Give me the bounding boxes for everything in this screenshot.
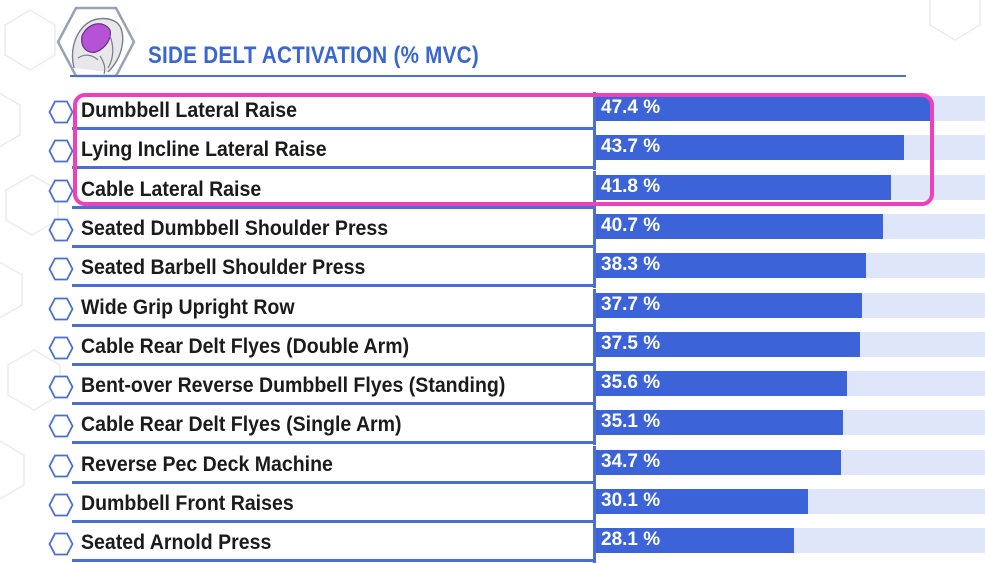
chart-row: Lying Incline Lateral Raise 43.7 % xyxy=(0,131,985,171)
category-label: Lying Incline Lateral Raise xyxy=(81,138,327,162)
shoulder-muscle-logo-icon xyxy=(56,6,136,78)
axis-divider xyxy=(593,288,596,328)
axis-divider xyxy=(593,92,596,131)
category-label: Bent-over Reverse Dumbbell Flyes (Standi… xyxy=(81,374,506,398)
hexagon-outline-icon xyxy=(48,100,74,124)
category-label: Cable Rear Delt Flyes (Single Arm) xyxy=(81,413,402,437)
hexagon-outline-icon xyxy=(48,375,74,399)
category-label: Dumbbell Front Raises xyxy=(81,492,294,515)
chart-row: Reverse Pec Deck Machine 34.7 % xyxy=(0,445,985,485)
title-underline xyxy=(70,75,906,77)
chart-row: Dumbbell Lateral Raise 47.4 % xyxy=(0,92,985,131)
hexagon-outline-icon xyxy=(48,297,74,320)
bar xyxy=(596,489,809,514)
data-label: 37.5 % xyxy=(601,332,661,354)
data-label: 47.4 % xyxy=(601,97,661,118)
chart-row: Cable Rear Delt Flyes (Double Arm) 37.5 % xyxy=(0,327,985,367)
row-underline xyxy=(72,520,594,523)
category-label: Cable Rear Delt Flyes (Double Arm) xyxy=(81,334,410,358)
data-label: 43.7 % xyxy=(601,136,661,158)
data-label: 35.6 % xyxy=(601,372,661,394)
top-three-highlight-box xyxy=(73,93,934,206)
category-label: Seated Barbell Shoulder Press xyxy=(81,256,366,280)
bar xyxy=(596,253,866,279)
data-label: 38.3 % xyxy=(601,254,661,276)
chart-row: Seated Arnold Press 28.1 % xyxy=(0,524,985,563)
row-underline xyxy=(72,323,594,327)
row-underline xyxy=(72,205,594,209)
bar xyxy=(596,96,930,121)
hexagon-outline-icon xyxy=(48,493,74,517)
row-underline xyxy=(72,559,594,563)
chart-row: Seated Dumbbell Shoulder Press 40.7 % xyxy=(0,209,985,249)
row-underline xyxy=(72,166,594,170)
axis-divider xyxy=(593,524,596,563)
hexagon-outline-icon xyxy=(48,454,74,478)
axis-divider xyxy=(593,367,596,407)
data-label: 28.1 % xyxy=(601,529,661,551)
bar xyxy=(596,331,861,357)
hexagon-outline-icon xyxy=(48,414,74,438)
category-label: Reverse Pec Deck Machine xyxy=(81,452,333,476)
chart-row: Dumbbell Front Raises 30.1 % xyxy=(0,485,985,524)
hexagon-outline-icon xyxy=(48,139,74,163)
row-underline xyxy=(72,127,594,130)
hexagon-outline-icon xyxy=(48,218,74,242)
hexagon-outline-icon xyxy=(48,336,74,360)
axis-divider xyxy=(593,249,596,289)
bar xyxy=(596,292,862,318)
row-underline xyxy=(72,480,594,484)
row-underline xyxy=(72,362,594,366)
chart-row: Cable Rear Delt Flyes (Single Arm) 35.1 % xyxy=(0,406,985,446)
data-label: 41.8 % xyxy=(601,175,661,197)
bar xyxy=(596,371,847,397)
bar xyxy=(596,528,794,554)
row-underline xyxy=(72,284,594,288)
axis-divider xyxy=(593,327,596,367)
axis-divider xyxy=(593,445,596,485)
axis-divider xyxy=(593,131,596,171)
bar xyxy=(596,449,841,475)
category-label: Wide Grip Upright Row xyxy=(81,295,295,319)
data-label: 30.1 % xyxy=(601,490,661,511)
category-label: Seated Arnold Press xyxy=(81,531,272,555)
axis-divider xyxy=(593,485,596,524)
data-label: 35.1 % xyxy=(601,411,661,433)
data-label: 37.7 % xyxy=(601,293,661,315)
data-label: 34.7 % xyxy=(601,450,661,472)
hexagon-outline-icon xyxy=(48,257,74,281)
row-underline xyxy=(72,402,594,406)
hexagon-outline-icon xyxy=(48,179,74,202)
chart-title: SIDE DELT ACTIVATION (% MVC) xyxy=(148,42,479,69)
axis-divider xyxy=(593,209,596,249)
row-underline xyxy=(72,441,594,445)
chart-row: Seated Barbell Shoulder Press 38.3 % xyxy=(0,249,985,289)
bar xyxy=(596,213,883,239)
data-label: 40.7 % xyxy=(601,214,661,236)
row-underline xyxy=(72,244,594,248)
chart-row: Wide Grip Upright Row 37.7 % xyxy=(0,288,985,328)
category-label: Seated Dumbbell Shoulder Press xyxy=(81,216,389,240)
category-label: Cable Lateral Raise xyxy=(81,177,262,201)
chart-row: Bent-over Reverse Dumbbell Flyes (Standi… xyxy=(0,367,985,407)
category-label: Dumbbell Lateral Raise xyxy=(81,99,297,122)
bar xyxy=(596,135,904,161)
axis-divider xyxy=(593,170,596,210)
bar xyxy=(596,410,844,436)
chart-row: Cable Lateral Raise 41.8 % xyxy=(0,170,985,210)
bar xyxy=(596,174,891,200)
axis-divider xyxy=(593,406,596,446)
